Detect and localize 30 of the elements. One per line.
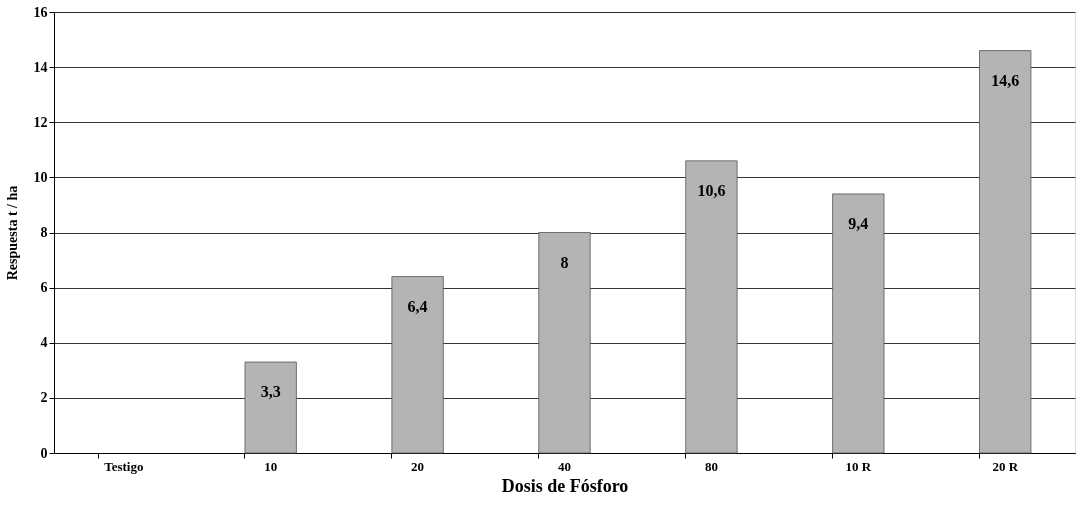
- x-tick-label: Testigo: [104, 458, 144, 474]
- x-tick-label: 20 R: [992, 458, 1019, 474]
- x-axis-title: Dosis de Fósforo: [501, 475, 629, 496]
- y-tick-label: 8: [40, 225, 48, 240]
- y-tick-label: 2: [40, 390, 48, 406]
- y-tick-label: 6: [40, 280, 48, 296]
- x-tick-label: 20: [411, 458, 425, 474]
- data-label: 10,6: [697, 181, 726, 199]
- x-tick-label: 40: [558, 458, 571, 474]
- x-tick-label: 10: [264, 458, 278, 474]
- y-tick-label: 0: [40, 445, 48, 461]
- data-label: 8: [560, 253, 569, 271]
- bar: [685, 160, 738, 454]
- bar: [979, 50, 1032, 454]
- bar: [244, 361, 297, 454]
- data-label: 6,4: [407, 297, 428, 315]
- y-tick-label: 16: [33, 4, 48, 20]
- data-label: 9,4: [848, 214, 869, 232]
- bar: [391, 276, 444, 454]
- x-tick-label: 80: [704, 458, 718, 474]
- y-tick-label: 14: [33, 59, 48, 75]
- bar: [538, 232, 591, 454]
- y-tick-label: 4: [40, 335, 48, 351]
- bar: [832, 193, 885, 454]
- y-tick-label: 12: [33, 114, 48, 130]
- y-tick-label: 10: [33, 169, 48, 185]
- x-tick-label: 10 R: [845, 458, 872, 474]
- data-label: 3,3: [260, 383, 281, 401]
- data-label: 14,6: [991, 71, 1020, 89]
- y-axis-title: Respuesta t / ha: [4, 185, 20, 281]
